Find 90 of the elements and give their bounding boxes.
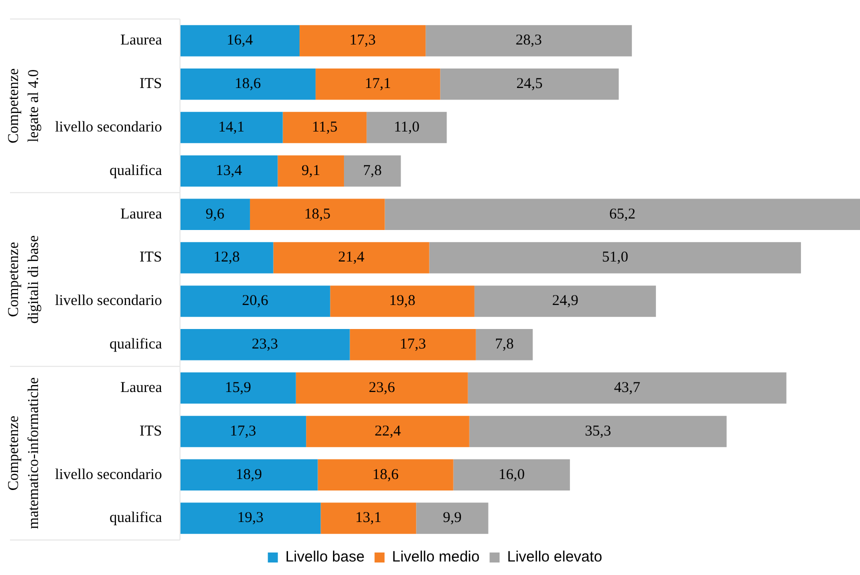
bar — [180, 25, 300, 56]
bar — [429, 242, 801, 274]
y-tick-label: livello secondario — [54, 119, 162, 136]
y-tick-label: livello secondario — [54, 466, 162, 483]
data-label: 7,8 — [363, 162, 382, 179]
data-label: 12,8 — [214, 250, 240, 266]
data-label: 13,1 — [355, 510, 382, 526]
data-label: 24,5 — [516, 76, 543, 92]
y-tick-label: Laurea — [120, 32, 162, 49]
data-label: 19,8 — [389, 293, 416, 310]
data-label: 22,4 — [374, 423, 402, 440]
bar — [318, 459, 454, 491]
bar — [180, 286, 330, 317]
legend-label: Livello medio — [392, 548, 480, 566]
bar — [426, 25, 632, 56]
data-label: 17,3 — [400, 336, 426, 353]
data-label: 11,0 — [394, 119, 420, 136]
y-tick-label: Laurea — [120, 380, 162, 396]
data-label: 35,3 — [584, 423, 612, 440]
bar — [180, 328, 350, 360]
data-label: 17,3 — [349, 32, 376, 49]
data-label: 23,6 — [368, 380, 396, 396]
data-label: 16,4 — [226, 32, 254, 49]
data-label: 18,5 — [304, 206, 331, 222]
data-label: 21,4 — [338, 250, 365, 266]
data-label: 28,3 — [516, 32, 542, 49]
y-tick-label: ITS — [140, 250, 162, 266]
data-label: 17,3 — [230, 423, 256, 440]
data-label: 7,8 — [494, 336, 514, 353]
bar — [273, 242, 430, 274]
y-tick-label: qualifica — [110, 510, 162, 526]
bar — [476, 328, 533, 360]
bar — [366, 112, 447, 144]
bar — [282, 112, 367, 144]
y-tick-label: livello secondario — [54, 293, 162, 310]
bar — [250, 198, 385, 230]
data-label: 18,9 — [236, 466, 262, 483]
y-tick-label: qualifica — [110, 336, 162, 353]
bar — [180, 68, 316, 100]
y-tick-label: Laurea — [120, 206, 162, 222]
y-tick-label: qualifica — [110, 162, 162, 179]
bar — [320, 502, 416, 534]
data-label: 65,2 — [609, 206, 636, 222]
text: Competenze matematico-informatiche — [6, 377, 42, 529]
text: Competenze legate al 4.0 — [6, 68, 42, 144]
y-tick-label: ITS — [140, 423, 162, 440]
data-label: 9,9 — [442, 510, 462, 526]
bar — [316, 68, 440, 100]
bar — [306, 416, 470, 448]
data-label: 20,6 — [242, 293, 269, 310]
data-label: 11,5 — [312, 119, 338, 136]
legend-label: Livello elevato — [507, 548, 602, 566]
data-label: 51,0 — [602, 250, 628, 266]
legend-label: Livello base — [285, 548, 365, 566]
bar — [296, 372, 468, 404]
data-label: 14,1 — [218, 119, 245, 136]
data-label: 17,1 — [364, 76, 392, 92]
bar — [180, 198, 250, 230]
bar — [468, 372, 786, 404]
data-label: 9,1 — [301, 162, 320, 179]
bar — [180, 372, 296, 404]
bar — [469, 416, 727, 448]
data-label: 15,9 — [224, 380, 252, 396]
data-label: 9,6 — [206, 206, 225, 222]
bar — [474, 286, 656, 317]
bar — [180, 459, 318, 491]
data-label: 16,0 — [498, 466, 525, 483]
bar — [300, 25, 426, 56]
bar — [440, 68, 619, 100]
data-label: 13,4 — [216, 162, 242, 179]
bar — [416, 502, 488, 534]
bar — [453, 459, 570, 491]
data-label: 19,3 — [237, 510, 264, 526]
y-tick-label: ITS — [140, 76, 162, 92]
bar — [384, 198, 860, 230]
text: Competenze digitali di base — [6, 235, 42, 324]
data-label: 24,9 — [552, 293, 578, 310]
bar — [350, 328, 476, 360]
bar — [180, 242, 274, 274]
data-label: 23,3 — [252, 336, 278, 353]
bar — [330, 286, 474, 317]
bar — [278, 155, 344, 187]
data-label: 18,6 — [234, 76, 262, 92]
bar — [180, 502, 321, 534]
data-label: 43,7 — [614, 380, 641, 396]
bar — [180, 416, 306, 448]
bar — [180, 112, 283, 144]
data-label: 18,6 — [372, 466, 400, 483]
bar — [344, 155, 401, 187]
bar — [180, 155, 278, 187]
